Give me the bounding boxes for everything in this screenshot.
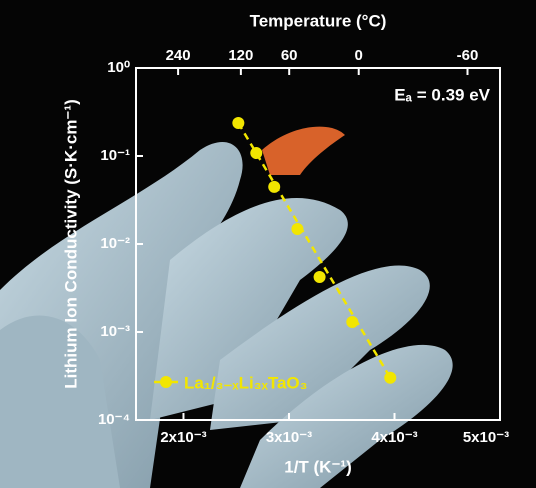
- x2-tick-label: 0: [355, 47, 363, 64]
- x2-axis-title: Temperature (°C): [250, 11, 387, 30]
- data-point: [268, 181, 280, 193]
- x2-tick-label: -60: [457, 47, 479, 64]
- x-tick-label: 2x10⁻³: [160, 429, 206, 446]
- data-point: [250, 147, 262, 159]
- x2-tick-label: 240: [166, 47, 191, 64]
- y-tick-label: 10⁻¹: [100, 147, 130, 164]
- x-axis-title: 1/T (K⁻¹): [284, 457, 352, 476]
- y-tick-label: 10⁻²: [100, 235, 130, 252]
- x2-tick-label: 60: [281, 47, 298, 64]
- y-tick-label: 10⁻³: [100, 323, 130, 340]
- x-tick-label: 4x10⁻³: [371, 429, 417, 446]
- x-tick-label: 3x10⁻³: [266, 429, 312, 446]
- x2-tick-label: 120: [228, 47, 253, 64]
- x-tick-label: 5x10⁻³: [463, 429, 509, 446]
- legend-label: La₁/₃₋ₓLi₃ₓTaO₃: [184, 373, 308, 392]
- y-tick-label: 10⁻⁴: [98, 411, 130, 428]
- legend-marker: [160, 376, 172, 388]
- data-point: [384, 372, 396, 384]
- data-point: [291, 223, 303, 235]
- annotation: Eₐ = 0.39 eV: [394, 85, 490, 104]
- y-tick-label: 10⁰: [107, 59, 130, 76]
- y-axis-title: Lithium Ion Conductivity (S·K·cm⁻¹): [61, 99, 80, 388]
- chart: Temperature (°C) 1/T (K⁻¹) Lithium Ion C…: [0, 0, 536, 488]
- data-point: [232, 117, 244, 129]
- page: {"chart_data": { "type": "scatter", "x_l…: [0, 0, 536, 488]
- data-point: [346, 316, 358, 328]
- data-point: [314, 271, 326, 283]
